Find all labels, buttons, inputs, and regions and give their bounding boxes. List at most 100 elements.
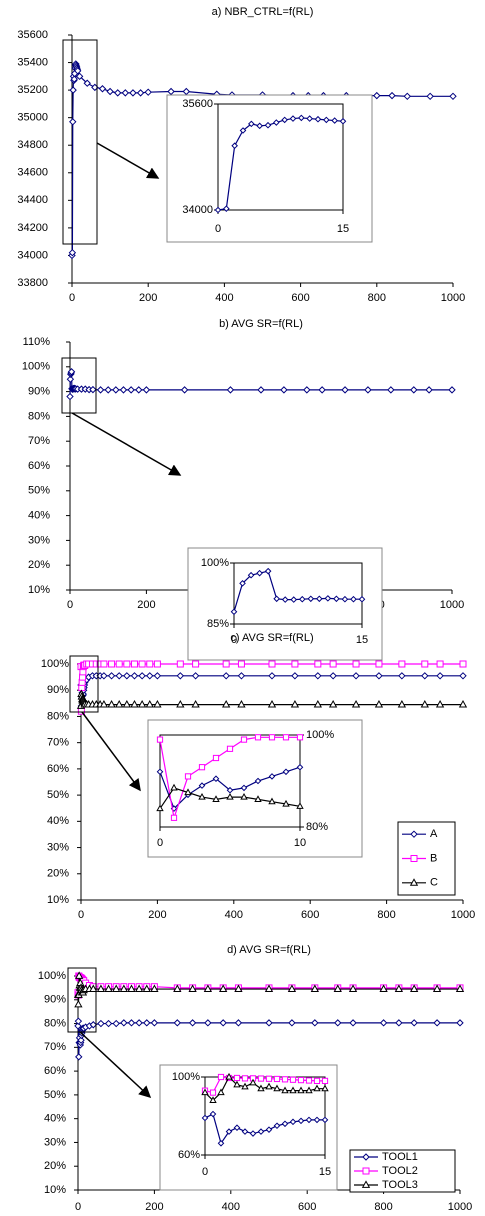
point bbox=[156, 804, 164, 812]
point bbox=[130, 700, 139, 708]
series-line bbox=[204, 1076, 325, 1094]
point bbox=[339, 117, 347, 125]
point bbox=[289, 1118, 297, 1126]
point bbox=[240, 792, 248, 800]
point bbox=[198, 782, 206, 789]
point bbox=[97, 1019, 105, 1028]
point bbox=[248, 120, 255, 128]
point bbox=[106, 87, 114, 96]
point bbox=[96, 386, 105, 394]
point bbox=[297, 1117, 305, 1125]
point bbox=[289, 1076, 297, 1083]
point bbox=[436, 660, 444, 668]
zoom-arrow bbox=[81, 711, 141, 792]
y-tick-label: 110% bbox=[23, 336, 51, 348]
point bbox=[456, 1019, 464, 1027]
point bbox=[75, 72, 84, 81]
inset-box bbox=[166, 94, 373, 243]
point bbox=[184, 773, 192, 780]
point bbox=[67, 368, 76, 376]
point bbox=[421, 672, 429, 680]
point bbox=[373, 91, 381, 100]
point bbox=[249, 1078, 257, 1086]
point bbox=[375, 660, 383, 668]
point bbox=[288, 1019, 296, 1027]
point bbox=[257, 386, 265, 394]
y-tick-label: 100% bbox=[41, 658, 69, 670]
y-tick-label: 34000 bbox=[17, 249, 48, 261]
point bbox=[268, 797, 276, 805]
x-tick-label: 200 bbox=[145, 1201, 163, 1213]
point bbox=[410, 984, 419, 992]
point bbox=[74, 1017, 83, 1025]
legend-label: TOOL1 bbox=[382, 1151, 418, 1163]
point bbox=[403, 92, 411, 101]
x-tick-label: 800 bbox=[377, 909, 395, 921]
point bbox=[264, 121, 272, 129]
y-tick-label: 50% bbox=[47, 789, 69, 801]
point bbox=[268, 660, 276, 668]
point bbox=[280, 386, 288, 394]
y-tick-label: 34000 bbox=[182, 204, 213, 216]
point bbox=[264, 984, 274, 992]
point bbox=[89, 1021, 97, 1029]
point bbox=[264, 567, 272, 575]
point bbox=[375, 672, 383, 680]
point bbox=[226, 386, 235, 394]
point bbox=[107, 672, 116, 680]
point bbox=[350, 595, 357, 603]
point bbox=[100, 672, 108, 680]
point bbox=[188, 1019, 197, 1027]
point bbox=[173, 984, 182, 992]
point bbox=[296, 734, 304, 741]
zoom-box bbox=[69, 655, 99, 713]
point bbox=[290, 596, 298, 603]
point bbox=[112, 984, 121, 992]
y-tick-label: 40% bbox=[28, 510, 50, 522]
point bbox=[231, 142, 238, 150]
x-tick-label: 800 bbox=[374, 1201, 392, 1213]
point bbox=[153, 700, 162, 708]
point bbox=[123, 660, 131, 668]
series-line bbox=[233, 570, 362, 612]
y-tick-label: 100% bbox=[38, 970, 66, 982]
point bbox=[314, 660, 322, 668]
plot-frame bbox=[217, 103, 344, 211]
point bbox=[75, 1053, 83, 1061]
y-tick-label: 60% bbox=[44, 1065, 66, 1077]
point bbox=[98, 85, 107, 93]
point bbox=[176, 660, 184, 668]
point bbox=[115, 700, 124, 708]
point bbox=[249, 1130, 257, 1137]
point bbox=[291, 672, 299, 680]
point bbox=[83, 79, 91, 87]
point bbox=[257, 1128, 265, 1135]
x-tick-label: 0 bbox=[202, 1166, 208, 1178]
point bbox=[318, 386, 326, 394]
y-tick-label: 90% bbox=[28, 386, 50, 398]
y-tick-label: 20% bbox=[28, 559, 50, 571]
point bbox=[130, 672, 139, 680]
y-tick-label: 80% bbox=[47, 710, 69, 722]
point bbox=[74, 999, 83, 1008]
point bbox=[241, 1075, 249, 1082]
x-tick-label: 0 bbox=[231, 634, 237, 646]
point bbox=[388, 91, 396, 100]
point bbox=[432, 984, 442, 992]
y-tick-label: 80% bbox=[306, 821, 328, 833]
x-tick-label: 15 bbox=[356, 634, 368, 646]
point bbox=[104, 984, 113, 992]
point bbox=[214, 206, 222, 214]
point bbox=[234, 984, 243, 992]
point bbox=[66, 392, 74, 401]
zoom-arrow bbox=[79, 1031, 152, 1099]
chart-title: a) NBR_CTRL=f(RL) bbox=[212, 6, 314, 18]
point bbox=[379, 1019, 388, 1027]
point bbox=[146, 672, 154, 680]
point bbox=[341, 595, 349, 603]
x-tick-label: 0 bbox=[157, 837, 163, 849]
point bbox=[198, 764, 206, 771]
y-tick-label: 50% bbox=[44, 1089, 66, 1101]
point bbox=[239, 580, 246, 587]
point bbox=[123, 672, 131, 680]
